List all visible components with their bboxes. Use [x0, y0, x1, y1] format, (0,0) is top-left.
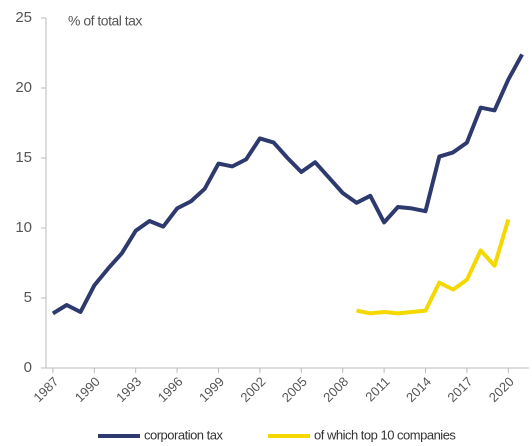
x-tick-label: 2017 [444, 374, 475, 405]
legend-label: of which top 10 companies [314, 427, 456, 442]
x-tick-label: 2002 [237, 374, 268, 405]
x-tick-label: 1999 [196, 374, 227, 405]
y-tick-label: 0 [24, 359, 32, 376]
x-tick-label: 1987 [30, 374, 61, 405]
y-tick-label: 10 [15, 219, 32, 236]
x-tick-label: 2008 [320, 374, 351, 405]
y-tick-label: 20 [15, 79, 32, 96]
legend-label: corporation tax [144, 427, 223, 442]
line [356, 219, 511, 316]
y-tick-label: 15 [15, 149, 32, 166]
y-tick-label: 25 [15, 9, 32, 26]
x-tick-label: 1990 [72, 374, 103, 405]
x-tick-label: 1993 [113, 374, 144, 405]
line [51, 53, 524, 316]
x-tick-label: 2011 [362, 374, 392, 404]
y-tick-label: 5 [24, 289, 32, 306]
y-axis-label: % of total tax [68, 13, 142, 29]
x-tick-label: 1996 [155, 374, 186, 405]
x-tick-label: 2005 [279, 374, 310, 405]
x-tick-label: 2014 [403, 374, 434, 405]
x-tick-label: 2020 [486, 374, 517, 405]
